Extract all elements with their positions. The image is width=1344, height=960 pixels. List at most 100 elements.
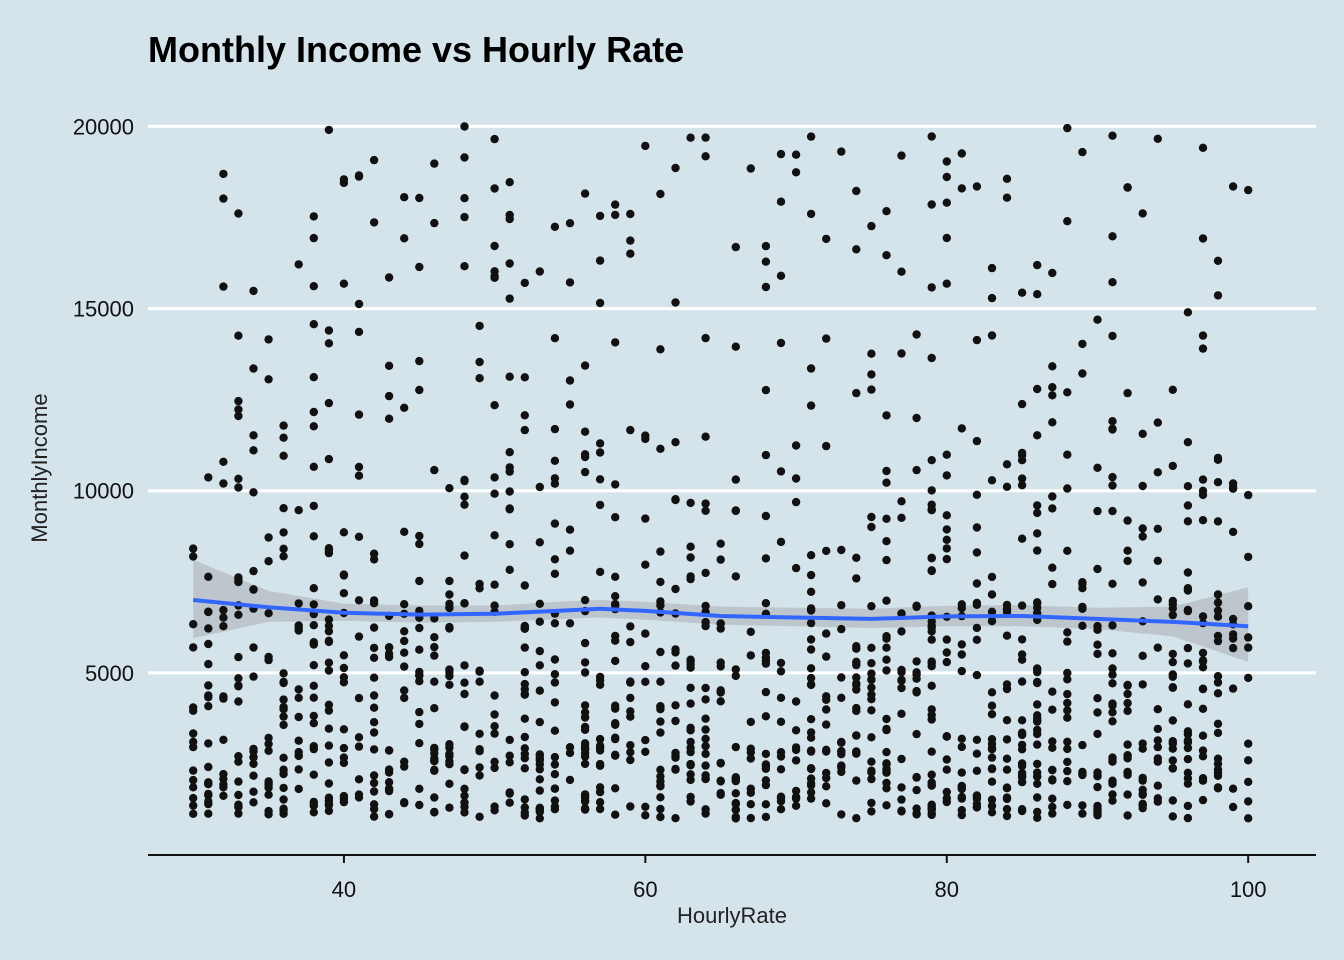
data-point	[791, 801, 801, 810]
data-point	[957, 742, 966, 752]
data-point	[1093, 729, 1102, 739]
data-point	[324, 779, 334, 788]
data-point	[219, 769, 228, 779]
data-point	[264, 790, 273, 799]
data-point	[806, 764, 816, 774]
data-point	[550, 678, 560, 687]
data-point	[1108, 701, 1117, 710]
data-point	[972, 749, 982, 758]
data-point	[701, 506, 710, 515]
data-point	[972, 799, 982, 808]
data-point	[1033, 501, 1042, 510]
data-point	[776, 765, 786, 774]
data-point	[897, 709, 906, 718]
data-point	[460, 212, 469, 222]
data-point	[957, 184, 966, 193]
data-point	[490, 722, 499, 731]
data-point	[1048, 776, 1057, 785]
data-point	[550, 334, 560, 343]
data-point	[369, 599, 379, 608]
data-point	[882, 514, 891, 523]
data-point	[1153, 797, 1163, 806]
data-point	[1153, 781, 1163, 790]
data-point	[1048, 705, 1057, 714]
data-point	[1002, 607, 1012, 616]
data-point	[656, 793, 665, 802]
data-point	[505, 504, 514, 513]
data-point	[369, 653, 379, 662]
data-point	[264, 375, 273, 384]
data-point	[972, 623, 982, 633]
data-point	[987, 777, 997, 786]
data-point	[264, 533, 273, 542]
data-point	[806, 364, 816, 373]
data-point	[897, 497, 906, 506]
data-point	[791, 168, 801, 177]
data-point	[279, 809, 288, 818]
data-point	[550, 805, 560, 814]
data-point	[1017, 601, 1027, 610]
data-point	[369, 218, 379, 227]
data-point	[912, 465, 921, 475]
data-point	[234, 474, 243, 483]
data-point	[822, 720, 831, 729]
data-point	[852, 685, 861, 694]
data-point	[189, 801, 198, 810]
data-point	[1093, 782, 1102, 792]
data-point	[1093, 768, 1102, 777]
x-tick-label: 40	[332, 877, 356, 902]
data-point	[806, 645, 816, 654]
data-point	[565, 278, 575, 287]
data-point	[354, 693, 364, 703]
data-point	[595, 256, 605, 265]
data-point	[1123, 740, 1132, 749]
data-point	[580, 361, 590, 370]
data-point	[1244, 739, 1253, 748]
data-point	[927, 132, 936, 141]
data-point	[1078, 147, 1087, 157]
data-point	[987, 764, 997, 774]
data-point	[942, 797, 951, 807]
data-point	[791, 563, 801, 573]
data-point	[475, 812, 484, 821]
data-point	[1183, 606, 1193, 616]
data-point	[852, 553, 861, 562]
data-point	[987, 808, 997, 817]
data-point	[264, 746, 273, 755]
data-point	[987, 710, 997, 719]
data-point	[1213, 771, 1223, 780]
data-point	[822, 768, 831, 778]
data-point	[656, 189, 665, 199]
data-point	[746, 164, 755, 173]
data-point	[731, 773, 740, 782]
data-point	[354, 733, 364, 742]
data-point	[430, 633, 439, 642]
data-point	[957, 666, 966, 676]
data-point	[1063, 737, 1072, 746]
data-point	[1153, 742, 1163, 752]
data-point	[776, 792, 786, 801]
data-point	[339, 725, 349, 734]
data-point	[882, 555, 891, 565]
data-point	[580, 427, 590, 436]
data-point	[580, 701, 590, 710]
data-point	[204, 473, 213, 482]
data-point	[490, 241, 499, 251]
data-point	[1138, 680, 1147, 689]
data-point	[731, 475, 740, 484]
data-point	[822, 546, 831, 556]
data-point	[897, 754, 906, 764]
data-point	[927, 627, 936, 636]
data-point	[867, 221, 876, 231]
data-point	[776, 752, 786, 761]
data-point	[520, 714, 529, 723]
data-point	[580, 805, 590, 814]
data-point	[249, 787, 258, 796]
data-point	[490, 710, 499, 719]
data-point	[837, 673, 846, 682]
data-point	[671, 753, 680, 762]
data-point	[912, 601, 921, 610]
data-point	[686, 542, 695, 551]
data-point	[731, 572, 740, 581]
data-point	[1063, 757, 1072, 767]
